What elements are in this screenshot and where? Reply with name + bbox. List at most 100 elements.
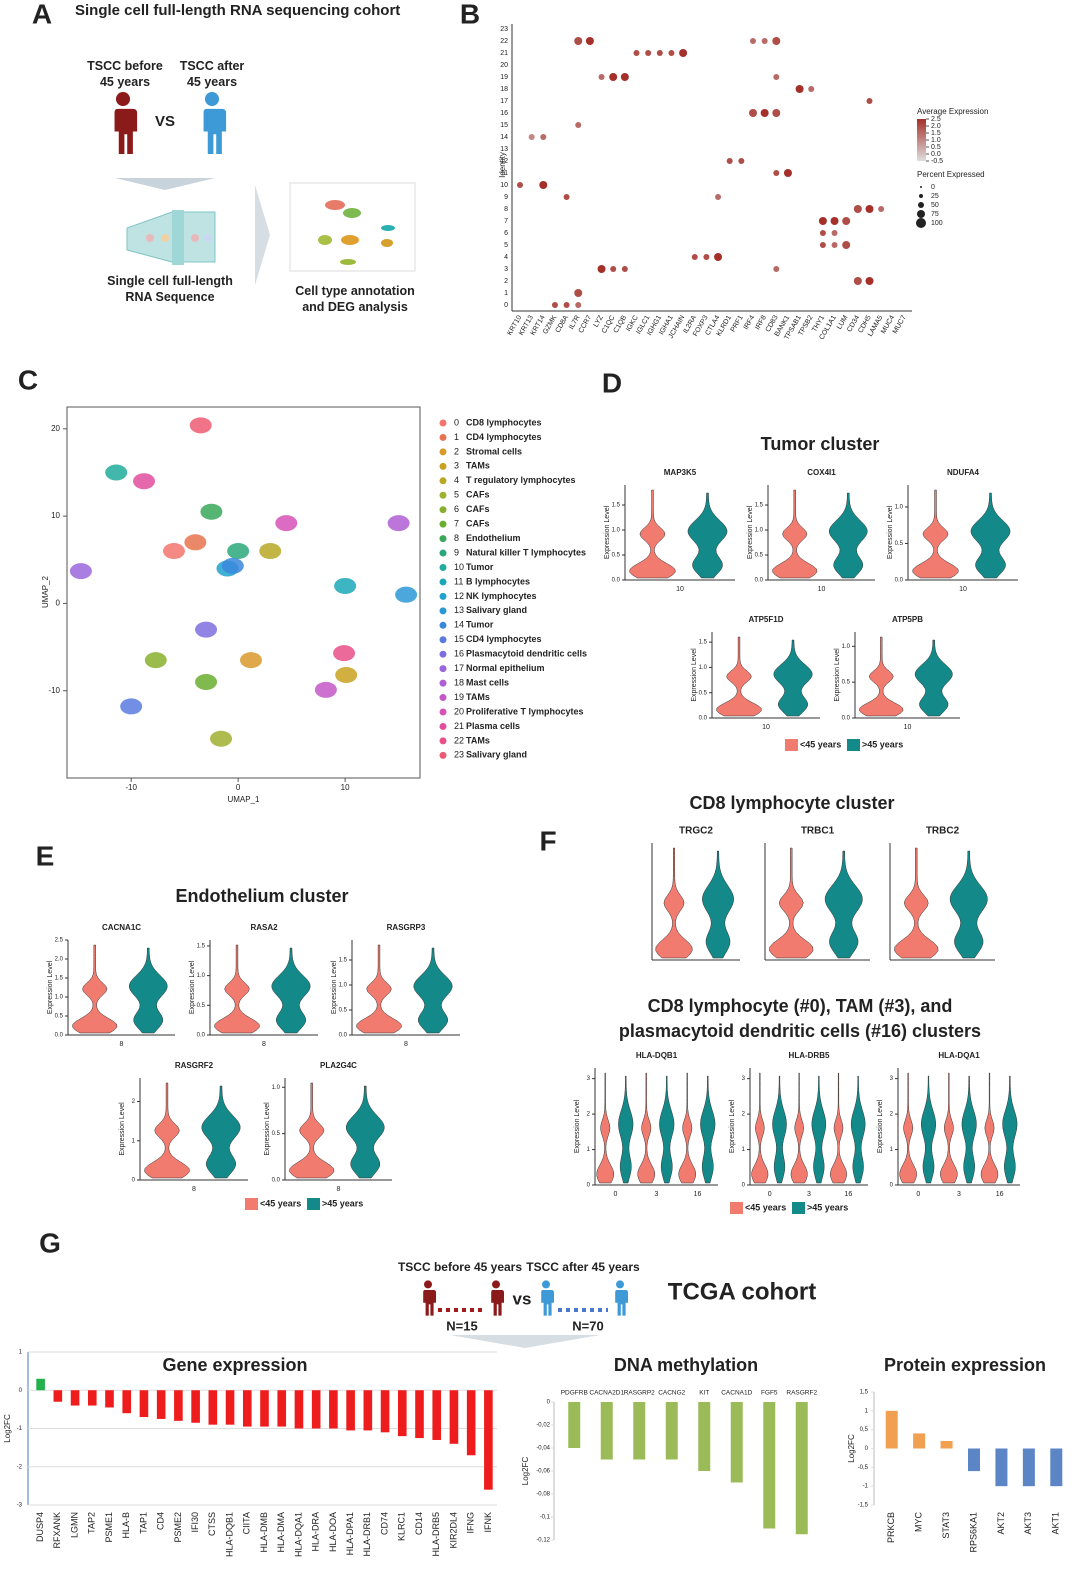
legend-label: CD8 lymphocytes: [466, 417, 542, 427]
legend-number: 3: [454, 461, 459, 471]
dot: [528, 134, 535, 140]
y-axis-label: Log2FC: [847, 1434, 856, 1463]
cluster-blob: [210, 730, 233, 747]
x-tick-label: HLA-DMA: [276, 1512, 286, 1553]
y-tick-label: 16: [500, 110, 508, 117]
violin: [702, 850, 734, 959]
y-tick-label: 0.0: [895, 578, 904, 584]
bar: [294, 1390, 304, 1429]
x-tick-label: AKT1: [1051, 1512, 1061, 1535]
x-tick-label: 16: [844, 1191, 852, 1198]
violin: [144, 1082, 190, 1179]
x-tick-label: 0: [236, 783, 241, 792]
violin: [949, 850, 988, 959]
violin: [912, 489, 959, 579]
y-axis-label: Expression Level: [604, 505, 611, 559]
legend-number: 21: [454, 721, 464, 731]
y-tick-label: 1.5: [197, 944, 206, 950]
x-tick-label: HLA-DQB1: [224, 1512, 234, 1557]
x-axis-label: UMAP_1: [227, 795, 260, 804]
violin: [413, 947, 453, 1034]
x-tick-label: 10: [818, 586, 826, 593]
y-tick-label: 13: [500, 146, 508, 153]
y-tick-label: 3: [890, 1076, 894, 1082]
bar: [208, 1390, 218, 1425]
n-before: N=15: [446, 1318, 477, 1333]
y-tick-label: 4: [504, 254, 508, 261]
bar: [795, 1402, 808, 1535]
chart-title: Gene expression: [162, 1355, 307, 1375]
x-tick-label: PSME1: [104, 1512, 114, 1543]
y-tick-label: 1.5: [699, 640, 708, 646]
vs-label: vs: [513, 1289, 532, 1308]
legend-tick-label: 25: [931, 193, 939, 200]
violin: [772, 1075, 787, 1184]
y-tick-label: 2: [890, 1112, 894, 1118]
n-after: N=70: [572, 1318, 603, 1333]
x-tick-label: 8: [192, 1186, 196, 1193]
dot: [621, 266, 628, 272]
violin: [790, 1072, 808, 1184]
legend-number: 20: [454, 706, 464, 716]
plot-title: MAP3K5: [664, 468, 697, 477]
y-tick-label: 1.0: [197, 973, 206, 979]
panel-letter: C: [18, 364, 38, 395]
x-tick-label: HLA-DRA: [311, 1512, 321, 1552]
panel-letter: G: [39, 1227, 61, 1258]
x-tick-label: PRKCB: [886, 1512, 896, 1543]
violin: [659, 1075, 675, 1184]
bar: [1050, 1448, 1063, 1487]
dot: [597, 265, 606, 273]
cluster-blob: [239, 652, 262, 669]
plot-title: ATP5F1D: [749, 615, 784, 624]
x-tick-label: CACNA1D: [721, 1390, 752, 1397]
plot-title: RASGRP3: [387, 923, 426, 932]
plot-title: NDUFA4: [947, 468, 980, 477]
violin: [859, 636, 904, 717]
legend-label: T regulatory lymphocytes: [466, 475, 576, 485]
y-tick-label: 2.0: [55, 957, 64, 963]
dot: [551, 302, 558, 308]
legend-number: 14: [454, 620, 464, 630]
x-tick-label: 10: [904, 724, 912, 731]
legend-swatch: [439, 549, 447, 557]
y-tick-label: -0,5: [858, 1465, 869, 1471]
legend-number: 22: [454, 735, 464, 745]
vs-label: VS: [155, 113, 175, 130]
legend-label: >45 years: [322, 1198, 363, 1208]
panel-title: Endothelium cluster: [175, 886, 348, 906]
bar: [995, 1448, 1008, 1487]
plot-frame: [66, 406, 421, 779]
legend-swatch: [439, 477, 447, 485]
y-tick-label: 20: [51, 424, 60, 433]
bar: [415, 1390, 424, 1439]
violin: [773, 639, 813, 717]
panel-title: plasmacytoid dendritic cells (#16) clust…: [619, 1021, 981, 1041]
y-tick-label: -0,12: [536, 1538, 550, 1544]
x-tick-label: RFXANK: [52, 1512, 62, 1549]
x-tick-label: IFNK: [483, 1512, 493, 1533]
bar: [311, 1390, 321, 1429]
legend-tick-label: 0.0: [931, 151, 941, 158]
bar: [600, 1402, 613, 1460]
y-tick-label: 1.0: [755, 528, 764, 534]
y-tick-label: 21: [500, 50, 508, 57]
y-axis-label: Log2FC: [3, 1414, 12, 1443]
dot: [795, 85, 804, 93]
violin: [596, 1072, 615, 1184]
y-tick-label: 1: [865, 1408, 869, 1414]
dot: [598, 74, 605, 80]
y-tick-label: -0,02: [536, 1423, 550, 1429]
legend-label: Endothelium: [466, 533, 521, 543]
violin: [1002, 1075, 1018, 1184]
x-tick-label: 10: [341, 783, 350, 792]
y-tick-label: 0: [56, 599, 61, 608]
panel-letter: B: [460, 0, 480, 29]
bar: [242, 1390, 252, 1427]
legend-number: 19: [454, 692, 464, 702]
bar: [484, 1390, 493, 1490]
x-tick-label: CD14: [414, 1512, 424, 1535]
x-tick-label: AKT2: [996, 1512, 1006, 1535]
